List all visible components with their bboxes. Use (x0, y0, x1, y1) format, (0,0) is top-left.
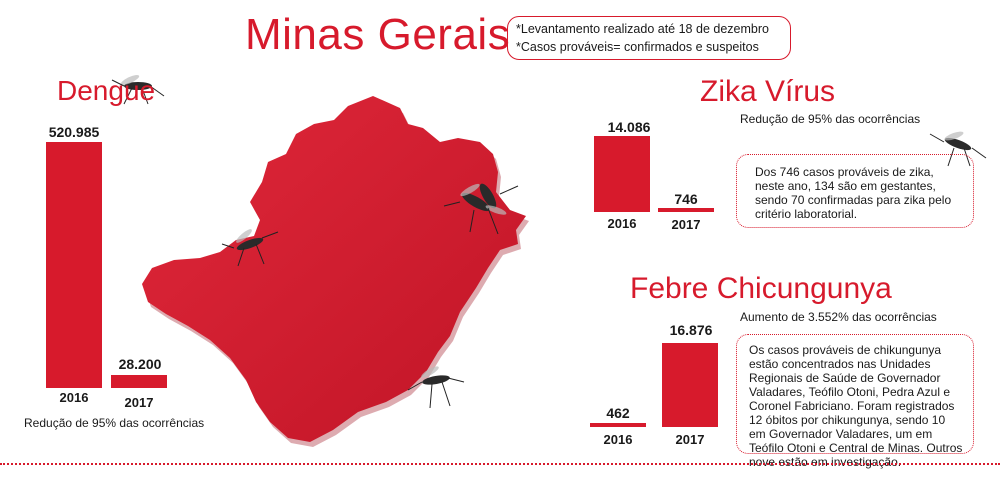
mosquito-icon (929, 131, 987, 167)
zika-note: Redução de 95% das ocorrências (740, 112, 921, 126)
dengue-bar-2016 (46, 142, 102, 388)
mosquito-icon (221, 229, 279, 267)
zika-value-2017: 746 (674, 191, 698, 207)
chikungunya-bar-2016 (590, 423, 646, 427)
map-shape (142, 96, 526, 442)
zika-year-2017: 2017 (671, 217, 701, 232)
dengue-title: Dengue (57, 75, 156, 106)
chikungunya-value-2017: 16.876 (669, 322, 713, 338)
zika-description: Dos 746 casos prováveis de zika, neste a… (755, 165, 952, 221)
mosquito-icon (111, 74, 165, 105)
notes-box: *Levantamento realizado até 18 de dezemb… (507, 16, 791, 60)
note-survey-date: *Levantamento realizado até 18 de dezemb… (516, 22, 769, 36)
dengue-note: Redução de 95% das ocorrências (24, 416, 205, 430)
mosquito-icon (443, 183, 519, 235)
mosquito-icon (407, 366, 465, 409)
dengue-year-2016: 2016 (59, 390, 89, 405)
chikungunya-description-box: Os casos prováveis de chikungunya estão … (736, 334, 974, 469)
note-probable-cases: *Casos prováveis= confirmados e suspeito… (516, 40, 759, 54)
chikungunya-note: Aumento de 3.552% das ocorrências (740, 310, 937, 324)
chikungunya-year-2017: 2017 (675, 432, 705, 447)
dengue-value-2016: 520.985 (48, 124, 100, 140)
chikungunya-bar-2017 (662, 343, 718, 427)
footer-divider (0, 463, 1000, 465)
zika-year-2016: 2016 (607, 216, 637, 231)
chikungunya-value-2016: 462 (606, 405, 630, 421)
zika-description-box: Dos 746 casos prováveis de zika, neste a… (736, 154, 974, 228)
chikungunya-year-2016: 2016 (603, 432, 633, 447)
zika-bar-2016 (594, 136, 650, 212)
chikungunya-description: Os casos prováveis de chikungunya estão … (749, 343, 963, 469)
zika-title: Zika Vírus (700, 75, 836, 108)
dengue-bar-2017 (111, 375, 167, 388)
zika-bar-2017 (658, 208, 714, 212)
chikungunya-title: Febre Chicungunya (630, 272, 892, 305)
zika-value-2016: 14.086 (607, 119, 651, 135)
dengue-value-2017: 28.200 (118, 356, 162, 372)
page-title: Minas Gerais (245, 10, 511, 59)
minas-gerais-map (142, 96, 529, 447)
dengue-year-2017: 2017 (124, 395, 154, 410)
